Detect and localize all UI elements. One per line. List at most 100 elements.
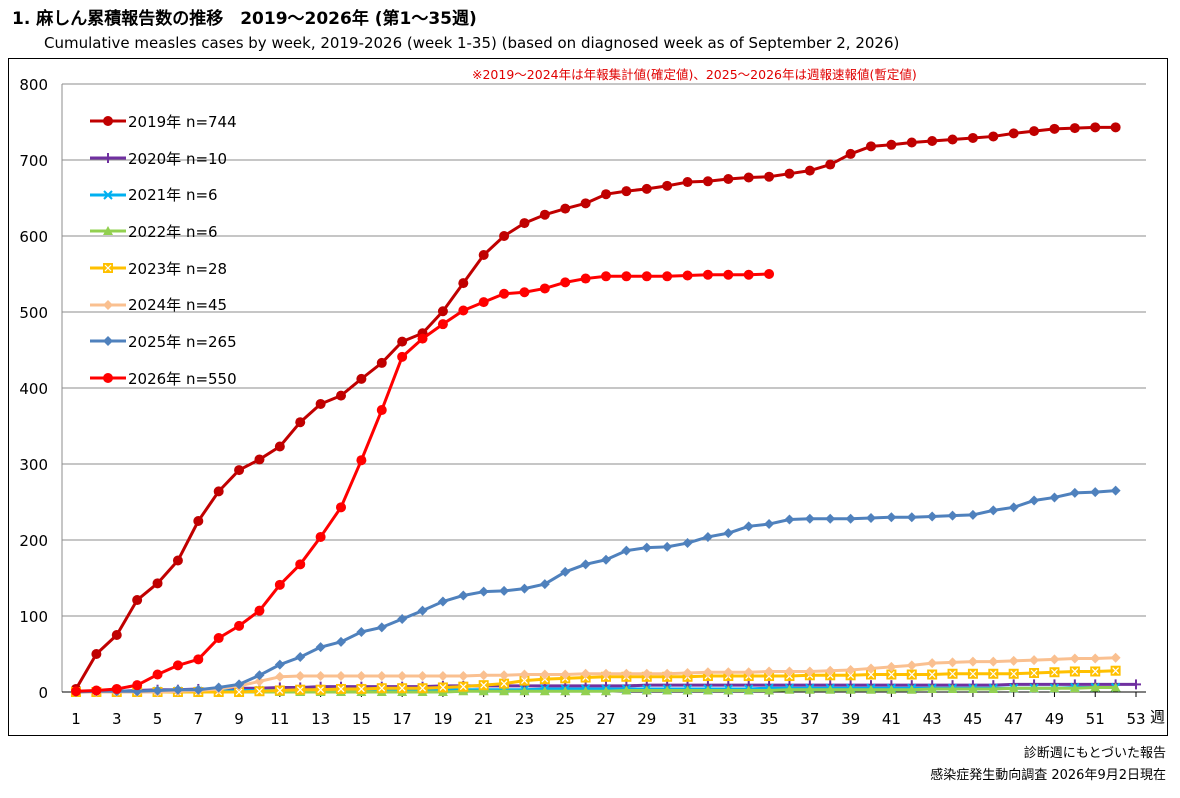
legend-item-2023: 2023年 n=28 xyxy=(90,250,270,287)
y-tick-label: 500 xyxy=(19,304,48,322)
x-tick-label: 17 xyxy=(393,710,412,728)
x-tick-label: 1 xyxy=(71,710,81,728)
data-point-2024 xyxy=(641,668,652,679)
data-point-2022 xyxy=(967,683,978,693)
chart-title: 1. 麻しん累積報告数の推移 2019～2026年 (第1～35週) xyxy=(12,9,477,29)
data-point-2026 xyxy=(132,680,143,691)
data-point-2022 xyxy=(743,685,754,695)
data-point-2024 xyxy=(784,666,795,677)
data-point-2023 xyxy=(906,669,917,680)
legend-swatch-2019 xyxy=(90,116,126,127)
data-point-2024 xyxy=(947,657,958,668)
data-point-2025 xyxy=(947,510,958,521)
x-tick-label: 53 xyxy=(1126,710,1145,728)
data-point-2026 xyxy=(213,633,224,644)
grid-lines xyxy=(62,83,1146,617)
legend-item-2022: 2022年 n=6 xyxy=(90,213,270,250)
data-point-2025 xyxy=(967,509,978,520)
data-point-2026 xyxy=(478,297,489,308)
data-point-2022 xyxy=(1008,683,1019,693)
data-point-2022 xyxy=(682,685,693,695)
data-point-2024 xyxy=(376,671,387,682)
data-point-2025 xyxy=(621,545,632,556)
data-point-2026 xyxy=(397,351,408,362)
data-point-2024 xyxy=(560,669,571,680)
x-tick-label: 15 xyxy=(352,710,371,728)
x-tick-label: 19 xyxy=(433,710,452,728)
legend-item-2021: 2021年 n=6 xyxy=(90,176,270,213)
y-tick-label: 100 xyxy=(19,608,48,626)
data-point-2025 xyxy=(702,531,713,542)
data-point-2025 xyxy=(906,512,917,523)
data-point-2019 xyxy=(967,132,978,143)
data-point-2023 xyxy=(1110,665,1121,676)
data-point-2026 xyxy=(601,271,611,282)
data-point-2024 xyxy=(519,669,530,680)
data-point-2019 xyxy=(906,137,917,148)
legend-item-2026: 2026年 n=550 xyxy=(90,360,270,397)
data-point-2019 xyxy=(1029,126,1040,137)
y-tick-label: 0 xyxy=(38,684,48,702)
data-point-2025 xyxy=(723,528,734,539)
data-point-2022 xyxy=(1049,683,1060,693)
data-point-2026 xyxy=(539,283,550,294)
series-line-2024 xyxy=(76,656,1116,694)
data-point-2024 xyxy=(682,668,693,678)
data-point-2026 xyxy=(71,686,81,697)
legend-label-2019: 2019年 n=744 xyxy=(128,112,237,131)
data-point-2019 xyxy=(254,454,265,465)
x-tick-label: 45 xyxy=(963,710,982,728)
data-point-2026 xyxy=(560,277,571,288)
data-point-2019 xyxy=(315,398,326,409)
chart-frame xyxy=(8,58,1168,736)
data-point-2022 xyxy=(702,685,713,695)
legend-marker-2025 xyxy=(103,336,113,347)
data-point-2023 xyxy=(234,687,245,697)
data-point-2019 xyxy=(1069,123,1080,134)
data-point-2019 xyxy=(458,278,469,289)
data-point-2024 xyxy=(825,665,836,676)
data-point-2023 xyxy=(356,683,367,694)
data-point-2024 xyxy=(539,669,550,680)
series-2019 xyxy=(71,122,1121,694)
x-tick-label: 41 xyxy=(882,710,901,728)
data-point-2024 xyxy=(764,666,775,677)
legend-label-2022: 2022年 n=6 xyxy=(128,222,218,241)
data-point-2025 xyxy=(927,511,938,522)
legend-label-2026: 2026年 n=550 xyxy=(128,369,237,388)
data-point-2019 xyxy=(723,174,734,184)
data-point-2025 xyxy=(397,614,408,625)
data-point-2019 xyxy=(1049,123,1060,134)
data-point-2024 xyxy=(417,671,428,682)
data-point-2025 xyxy=(336,636,346,647)
data-point-2022 xyxy=(478,686,489,696)
data-point-2023 xyxy=(519,675,530,686)
data-point-2024 xyxy=(1029,655,1040,666)
data-point-2022 xyxy=(723,685,734,695)
data-point-2022 xyxy=(866,684,876,694)
legend-item-2019: 2019年 n=744 xyxy=(90,103,270,140)
data-point-2023 xyxy=(886,669,897,680)
x-tick-label: 47 xyxy=(1004,710,1023,728)
data-point-2022 xyxy=(886,684,897,694)
data-point-2022 xyxy=(764,685,775,695)
data-point-2019 xyxy=(947,134,958,145)
x-tick-label: 5 xyxy=(153,710,163,728)
x-tick-label: 25 xyxy=(556,710,575,728)
data-point-2023 xyxy=(376,683,387,694)
data-point-2019 xyxy=(927,136,938,146)
data-point-2023 xyxy=(927,669,938,680)
data-point-2025 xyxy=(1029,495,1040,506)
data-point-2022 xyxy=(560,686,571,696)
data-point-2019 xyxy=(804,165,815,176)
data-point-2024 xyxy=(702,667,713,678)
data-point-2022 xyxy=(947,683,958,693)
data-point-2023 xyxy=(1049,667,1060,678)
data-point-2022 xyxy=(1090,682,1101,692)
data-point-2025 xyxy=(682,538,693,549)
data-point-2019 xyxy=(213,486,224,497)
data-point-2025 xyxy=(804,513,815,524)
data-point-2019 xyxy=(519,218,530,229)
legend-swatch-2020 xyxy=(90,153,126,164)
data-point-2019 xyxy=(845,148,856,159)
